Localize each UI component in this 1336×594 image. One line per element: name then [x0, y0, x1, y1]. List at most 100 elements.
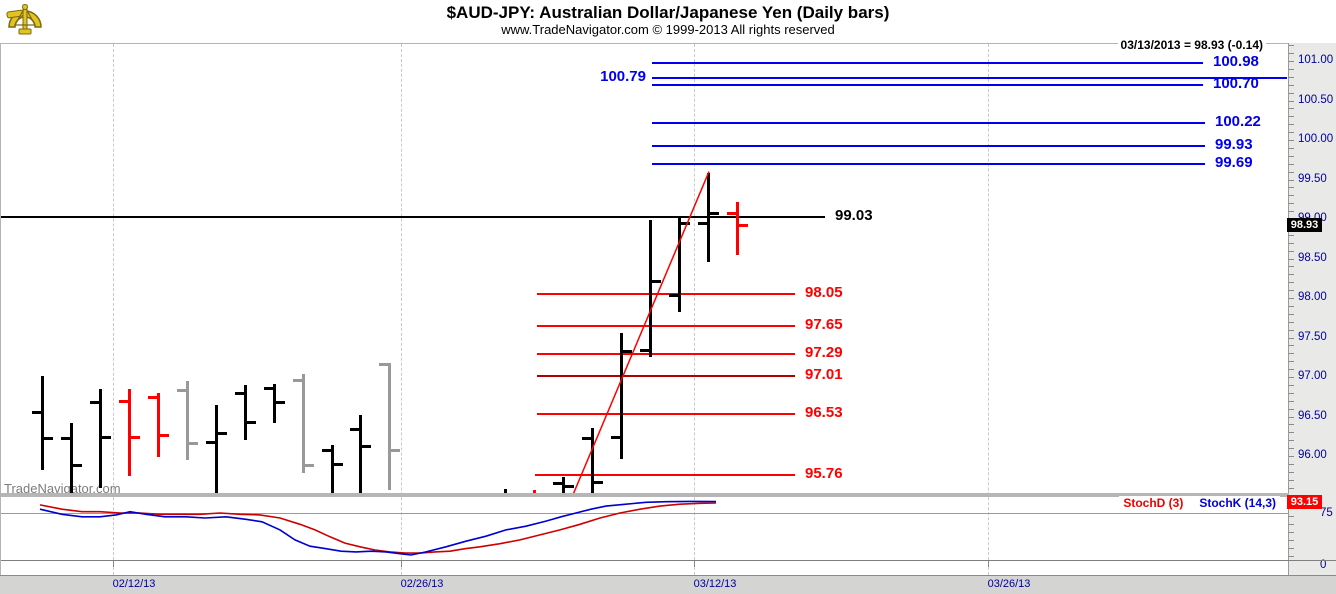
open-tick — [148, 395, 158, 399]
stoch-axis-tick — [1289, 548, 1294, 549]
open-tick — [206, 440, 216, 444]
price-axis-tick — [1289, 195, 1294, 196]
level-label: 100.98 — [1213, 52, 1259, 70]
stoch-axis-label: 0 — [1320, 559, 1327, 571]
price-axis-tick — [1289, 140, 1294, 141]
price-axis-tick — [1289, 393, 1294, 394]
close-tick — [245, 421, 256, 425]
vertical-gridline — [401, 44, 402, 575]
price-bar — [244, 384, 247, 441]
open-tick — [727, 211, 737, 215]
close-tick — [592, 481, 603, 485]
price-bar — [302, 373, 305, 473]
price-axis-tick — [1289, 274, 1294, 275]
price-axis-label: 98.50 — [1298, 251, 1327, 264]
price-axis-tick — [1289, 282, 1294, 283]
resistance-line — [652, 121, 1205, 124]
close-tick — [360, 444, 371, 448]
resistance-line — [652, 83, 1203, 86]
date-label: 02/12/13 — [112, 578, 156, 590]
open-tick — [61, 436, 71, 440]
price-axis-tick — [1289, 124, 1294, 125]
support-line — [537, 293, 795, 296]
level-label: 97.65 — [805, 315, 843, 333]
level-label: 95.76 — [805, 464, 843, 482]
date-tick — [113, 561, 114, 567]
stoch-value-badge: 93.15 — [1287, 494, 1322, 509]
price-axis-tick — [1289, 93, 1294, 94]
price-axis-tick — [1289, 456, 1294, 457]
level-label: 98.05 — [805, 284, 843, 302]
stoch-axis-label: 75 — [1320, 506, 1333, 519]
resistance-line — [652, 76, 1287, 79]
close-tick — [708, 211, 719, 215]
price-axis-tick — [1289, 53, 1294, 54]
close-tick — [216, 432, 227, 436]
stoch-axis-tick — [1289, 524, 1294, 525]
support-line — [537, 375, 795, 378]
resistance-line — [652, 61, 1203, 64]
close-tick — [274, 401, 285, 405]
stoch-axis-tick — [1289, 540, 1294, 541]
price-bar — [331, 444, 334, 493]
level-label: 100.79 — [600, 67, 646, 85]
price-axis-tick — [1289, 361, 1294, 362]
price-axis-tick — [1289, 69, 1294, 70]
close-tick — [679, 221, 690, 225]
close-tick — [389, 448, 400, 452]
price-axis-tick — [1289, 266, 1294, 267]
level-label: 96.53 — [805, 404, 843, 422]
stoch-d-legend[interactable]: StochD (3) — [1123, 496, 1184, 510]
support-line — [537, 353, 795, 356]
price-axis-tick — [1289, 290, 1294, 291]
copyright-subtitle: www.TradeNavigator.com © 1999-2013 All r… — [501, 22, 835, 37]
price-axis-tick — [1289, 148, 1294, 149]
date-label: 02/26/13 — [400, 578, 444, 590]
last-price-badge: 98.93 — [1287, 217, 1322, 232]
price-axis-tick — [1289, 353, 1294, 354]
level-label: 100.70 — [1213, 74, 1259, 92]
price-axis-tick — [1289, 417, 1294, 418]
price-axis-tick — [1289, 203, 1294, 204]
open-tick — [235, 391, 245, 395]
stoch-k-legend[interactable]: StochK (14,3) — [1199, 496, 1276, 510]
open-tick — [264, 387, 274, 391]
close-tick — [158, 433, 169, 437]
panel-separator[interactable] — [0, 493, 1289, 497]
price-bar — [41, 376, 44, 471]
price-axis-label: 99.50 — [1298, 172, 1327, 185]
level-label: 97.29 — [805, 344, 843, 362]
last-quote-readout: 03/13/2013 = 98.93 (-0.14) — [1117, 38, 1266, 52]
price-bar — [128, 388, 131, 476]
support-line — [535, 473, 795, 476]
price-axis-tick — [1289, 409, 1294, 410]
price-bar — [649, 219, 652, 358]
price-axis-tick — [1289, 77, 1294, 78]
close-tick — [187, 442, 198, 446]
price-bar — [186, 380, 189, 460]
date-tick — [694, 561, 695, 567]
price-axis-tick — [1289, 401, 1294, 402]
open-tick — [293, 379, 303, 383]
price-axis-label: 96.50 — [1298, 409, 1327, 422]
level-label: 99.03 — [835, 206, 873, 224]
open-tick — [582, 436, 592, 440]
price-axis-label: 100.50 — [1298, 93, 1334, 106]
price-axis-tick — [1289, 472, 1294, 473]
level-label: 100.22 — [1215, 112, 1261, 130]
price-axis-tick — [1289, 432, 1294, 433]
open-tick — [640, 349, 650, 353]
open-tick — [553, 481, 563, 485]
level-label: 97.01 — [805, 366, 843, 384]
close-tick — [563, 485, 574, 489]
date-axis[interactable] — [0, 575, 1336, 594]
chart-top-border — [0, 43, 1336, 44]
price-axis-label: 97.50 — [1298, 330, 1327, 343]
level-label: 99.69 — [1215, 154, 1253, 172]
close-tick — [737, 223, 748, 227]
price-axis-column[interactable] — [1288, 43, 1336, 575]
trade-navigator-logo-icon — [5, 3, 45, 42]
price-bar — [504, 489, 507, 493]
